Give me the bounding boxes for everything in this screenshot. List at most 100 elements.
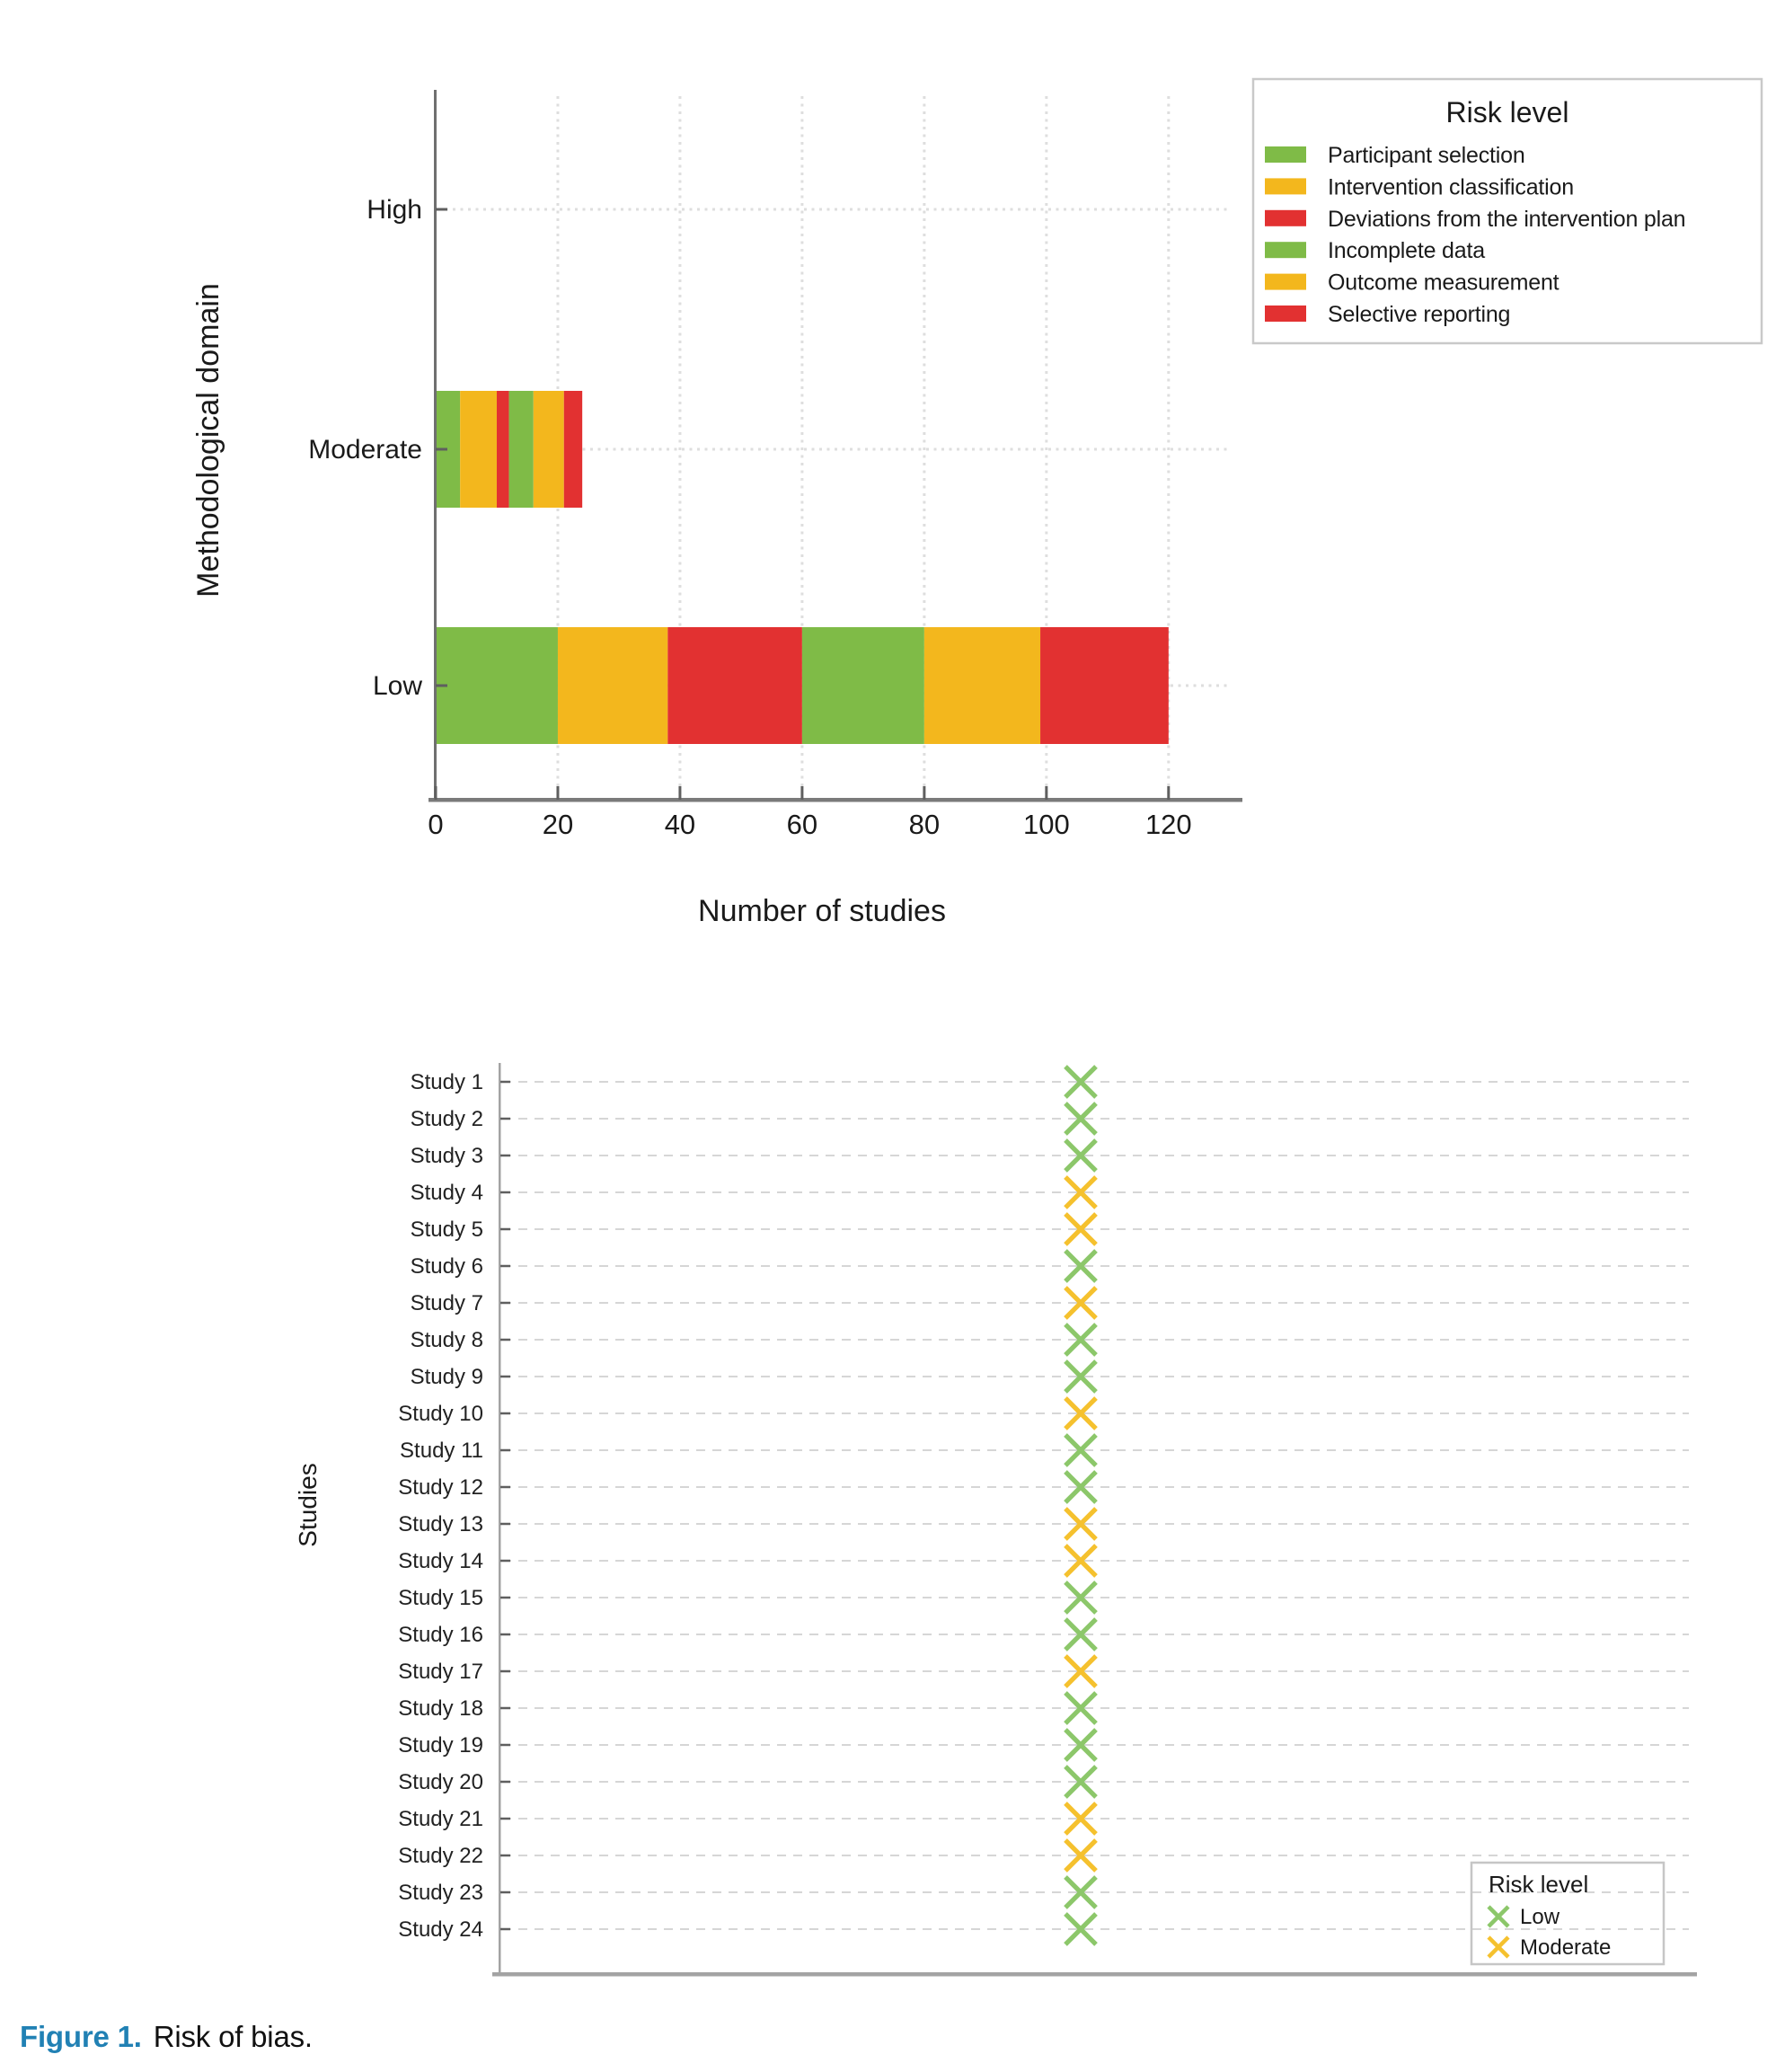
study-label: Study 20	[398, 1770, 483, 1794]
study-label: Study 24	[398, 1917, 483, 1942]
study-label: Study 2	[411, 1107, 483, 1131]
y-axis-title: Studies	[294, 1463, 322, 1546]
x-tick-label: 0	[428, 809, 443, 840]
category-label: Moderate	[308, 435, 422, 465]
legend-swatch	[1265, 178, 1306, 195]
y-axis-line	[434, 90, 437, 801]
bar-segment	[508, 391, 534, 508]
study-label: Study 12	[398, 1475, 483, 1500]
study-marker	[1064, 1433, 1098, 1467]
study-marker	[1064, 1470, 1098, 1504]
study-label: Study 9	[411, 1365, 483, 1389]
study-label: Study 17	[398, 1660, 483, 1684]
legend-label: Participant selection	[1328, 143, 1525, 168]
legend-marker	[1487, 1935, 1510, 1959]
figure-caption: Figure 1. Risk of bias.	[20, 2020, 313, 2054]
bar-segment	[533, 391, 564, 508]
figure-caption-text: Risk of bias.	[153, 2020, 313, 2053]
x-tick-label: 40	[665, 809, 695, 840]
legend-swatch	[1265, 242, 1306, 259]
study-marker	[1064, 1212, 1098, 1246]
legend-marker	[1487, 1905, 1510, 1928]
x-axis-title: Number of studies	[698, 894, 946, 928]
study-label: Study 21	[398, 1807, 483, 1831]
legend-swatch	[1265, 146, 1306, 163]
study-label: Study 6	[411, 1254, 483, 1279]
study-marker	[1064, 1065, 1098, 1099]
legend-swatch	[1265, 273, 1306, 290]
study-marker	[1064, 1175, 1098, 1209]
category-label: High	[367, 195, 422, 225]
x-tick-label: 60	[787, 809, 817, 840]
study-label: Study 22	[398, 1844, 483, 1868]
study-marker	[1064, 1728, 1098, 1762]
study-label: Study 10	[398, 1402, 483, 1426]
study-label: Study 19	[398, 1733, 483, 1758]
study-marker	[1064, 1581, 1098, 1615]
legend-label: Selective reporting	[1328, 302, 1510, 327]
x-axis-line	[429, 798, 1242, 802]
legend-swatch	[1265, 305, 1306, 322]
study-marker	[1064, 1138, 1098, 1173]
bar-segment	[1040, 627, 1169, 744]
study-label: Study 4	[411, 1181, 483, 1205]
legend-label: Incomplete data	[1328, 238, 1485, 263]
legend-label: Deviations from the intervention plan	[1328, 207, 1685, 232]
bar-segment	[557, 627, 668, 744]
bar-segment	[563, 391, 583, 508]
study-marker	[1064, 1544, 1098, 1578]
legend-label: Outcome measurement	[1328, 270, 1560, 296]
legend-box	[1470, 1861, 1666, 1966]
study-marker	[1064, 1802, 1098, 1836]
x-tick-label: 120	[1145, 809, 1192, 840]
figure-label: Figure 1.	[20, 2020, 142, 2053]
study-label: Study 1	[411, 1070, 483, 1094]
study-marker	[1064, 1396, 1098, 1430]
study-marker	[1064, 1765, 1098, 1799]
study-marker	[1064, 1249, 1098, 1283]
x-tick-label: 20	[543, 809, 573, 840]
x-axis-line	[492, 1972, 1697, 1977]
study-label: Study 16	[398, 1623, 483, 1647]
study-risk-scatter-chart: Study 1 Study 2 Study 3 Study 4 Study 5 Study…	[294, 1063, 1697, 1977]
legend-swatch	[1265, 209, 1306, 226]
study-marker	[1064, 1912, 1098, 1946]
legend-box	[1251, 77, 1763, 345]
study-label: Study 7	[411, 1291, 483, 1315]
study-marker	[1064, 1691, 1098, 1725]
study-label: Study 11	[400, 1439, 483, 1463]
legend-label: Low	[1520, 1905, 1560, 1929]
bar-segment	[923, 627, 1041, 744]
study-marker	[1064, 1838, 1098, 1873]
study-label: Study 23	[398, 1881, 483, 1905]
study-label: Study 5	[411, 1218, 483, 1242]
study-label: Study 13	[398, 1512, 483, 1536]
x-tick-label: 100	[1023, 809, 1070, 840]
bar-segment	[801, 627, 924, 744]
bar-segment	[460, 391, 497, 508]
study-label: Study 14	[398, 1549, 483, 1573]
y-axis-line	[499, 1063, 501, 1976]
study-marker	[1064, 1875, 1098, 1909]
study-label: Study 15	[398, 1586, 483, 1610]
bar-segment	[667, 627, 802, 744]
study-marker	[1064, 1323, 1098, 1357]
study-label: Study 18	[398, 1696, 483, 1721]
bar-segment	[496, 391, 509, 508]
domain-risk-stacked-bar-chart: 0 20 40 60 80 100 120 High Moderate Low Number of …	[191, 77, 1763, 928]
study-marker	[1064, 1507, 1098, 1541]
category-label: Low	[373, 671, 422, 701]
study-label: Study 3	[411, 1144, 483, 1168]
study-marker	[1064, 1654, 1098, 1688]
study-label: Study 8	[411, 1328, 483, 1352]
x-tick-label: 80	[909, 809, 940, 840]
y-axis-title: Methodological domain	[191, 283, 225, 598]
legend-label: Moderate	[1520, 1935, 1611, 1960]
study-marker	[1064, 1617, 1098, 1651]
legend-title: Risk level	[1446, 96, 1569, 128]
study-marker	[1064, 1286, 1098, 1320]
legend-title: Risk level	[1489, 1871, 1588, 1898]
legend-label: Intervention classification	[1328, 174, 1574, 199]
bar-segment	[436, 627, 558, 744]
study-marker	[1064, 1102, 1098, 1136]
